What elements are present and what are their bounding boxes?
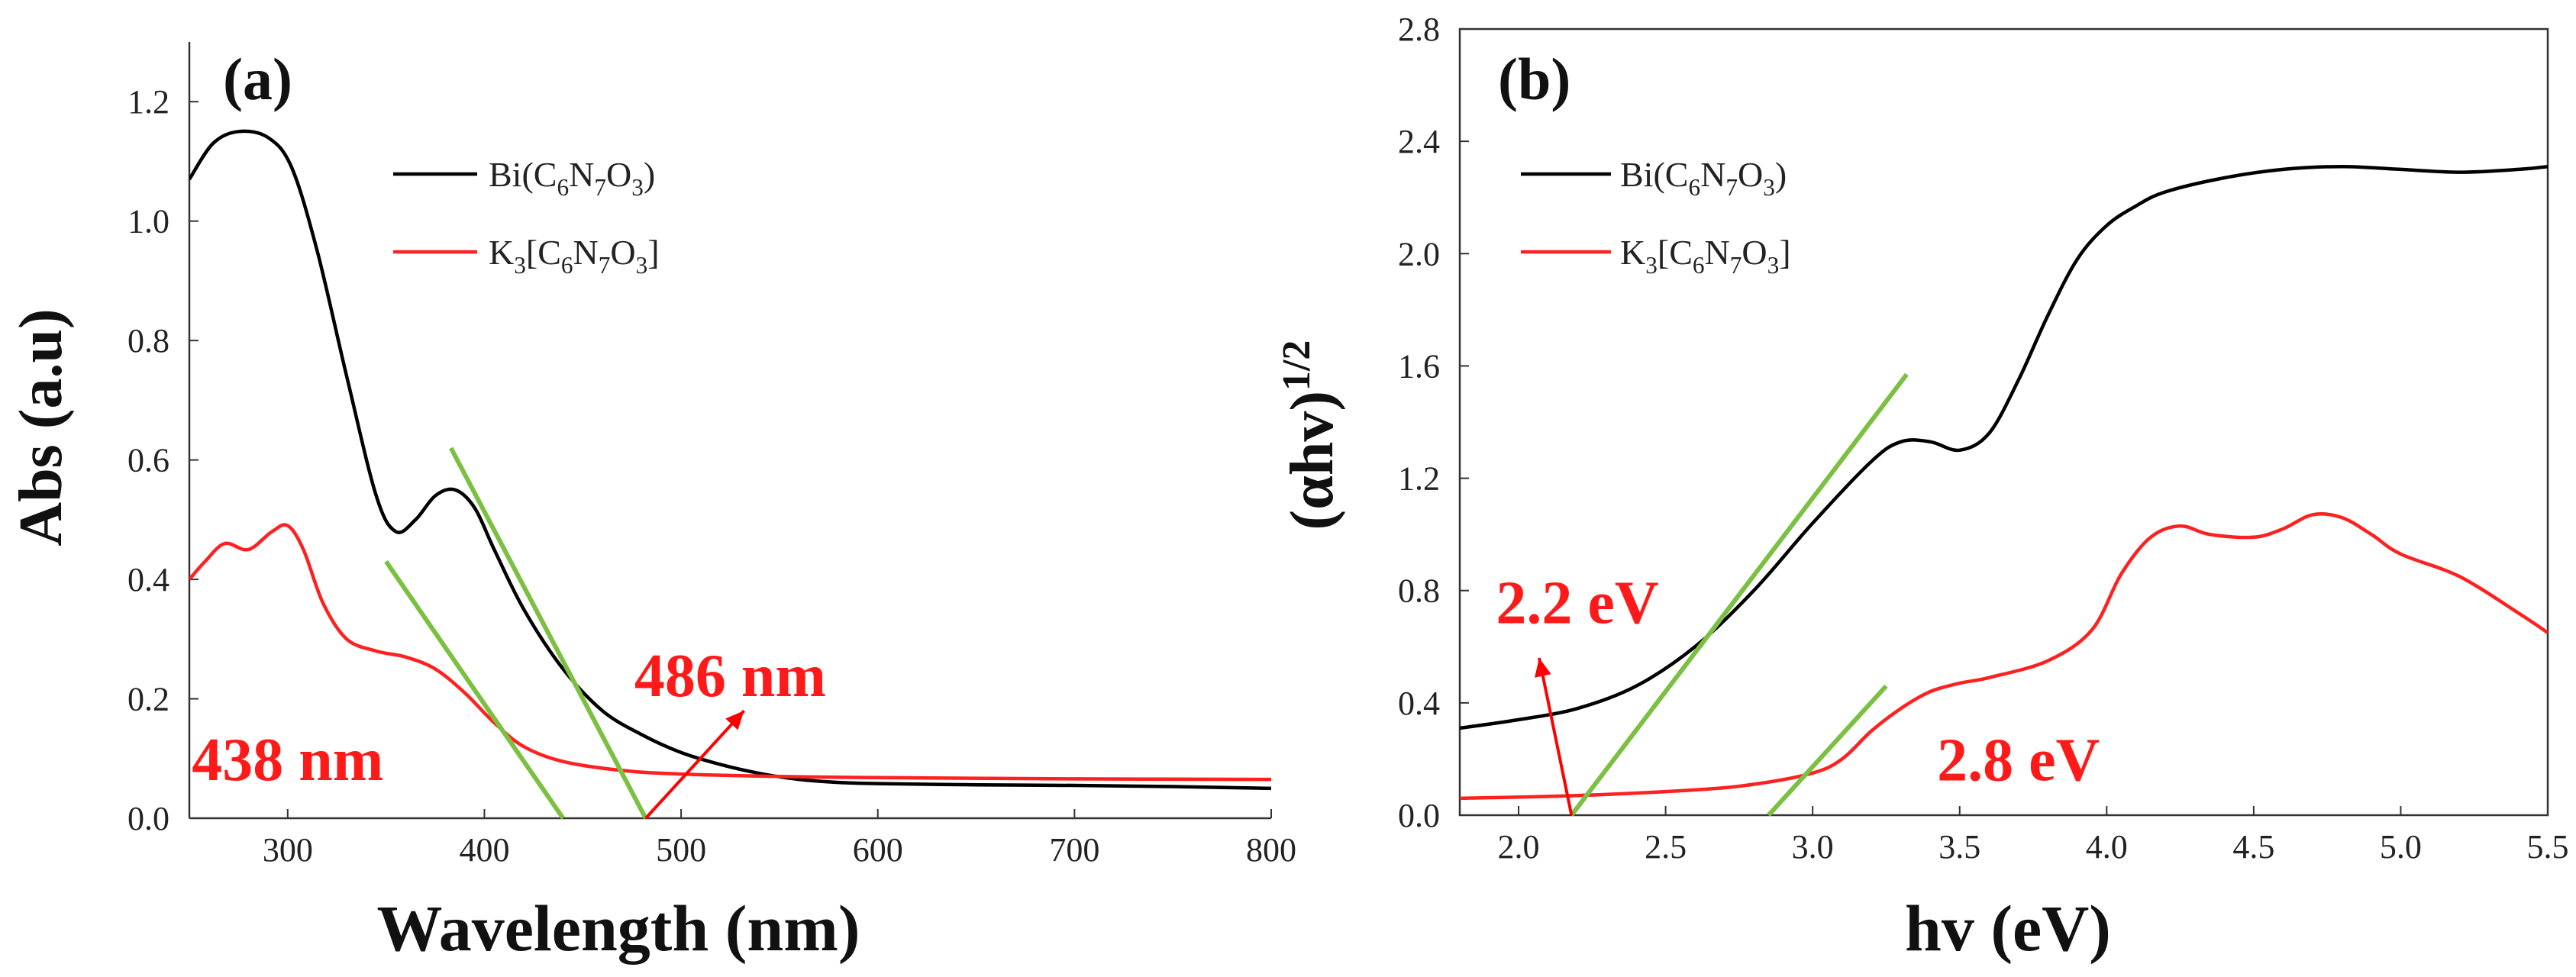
y-axis-title: Abs (a.u) <box>8 308 75 546</box>
y-tick-label: 0.8 <box>128 322 169 360</box>
x-tick-label: 3.0 <box>1792 828 1834 866</box>
x-tick-label: 5.5 <box>2527 828 2569 866</box>
y-tick-label: 0.4 <box>1398 685 1440 722</box>
y-tick-label: 2.0 <box>1398 235 1440 272</box>
legend-label: Bi(C6N7O3) <box>1620 155 1787 201</box>
y-tick-label: 2.8 <box>1398 11 1440 48</box>
panel-label: (a) <box>223 46 292 112</box>
series-line-bi <box>1460 164 2548 730</box>
x-tick-label: 2.5 <box>1645 828 1687 866</box>
y-tick-label: 0.4 <box>128 561 169 598</box>
x-tick-label: 4.0 <box>2086 828 2128 866</box>
series-line-k <box>1460 512 2548 801</box>
y-tick-label: 0.2 <box>128 681 169 718</box>
panel-a: 300 400 500 600 700 800 0.0 0.2 0.4 0.6 0.8 1.0 1.2 4… <box>8 42 1296 965</box>
x-tick-label: 400 <box>459 831 509 869</box>
x-axis-title: hv (eV) <box>1905 892 2111 965</box>
panel-label: (b) <box>1498 46 1570 112</box>
x-tick-label: 3.5 <box>1938 828 1980 866</box>
y-tick-label: 1.0 <box>128 203 169 240</box>
y-tick-label: 1.6 <box>1398 347 1440 385</box>
y-tick-label: 2.4 <box>1398 123 1440 160</box>
series-line-k <box>189 523 1271 782</box>
panel-b: 2.0 2.5 3.0 3.5 4.0 4.5 5.0 5.5 0.0 0.4 0.8 1.2 1.6 2… <box>1275 11 2569 965</box>
tangent-line <box>384 559 565 820</box>
legend-label: K3[C6N7O3] <box>1620 233 1791 279</box>
annotation-arrowhead <box>1535 658 1551 678</box>
annotation-label: 2.2 eV <box>1496 569 1658 637</box>
legend-label: K3[C6N7O3] <box>489 233 660 279</box>
y-tick-label: 1.2 <box>128 83 169 121</box>
annotation-label: 486 nm <box>634 643 826 710</box>
plot-frame <box>1458 27 2549 817</box>
y-tick-label: 0.6 <box>128 442 169 479</box>
series-line-bi <box>189 129 1271 791</box>
legend-label: Bi(C6N7O3) <box>489 155 655 201</box>
x-tick-label: 4.5 <box>2232 828 2274 866</box>
annotation-arrow <box>1538 657 1574 816</box>
x-tick-label: 300 <box>263 831 313 869</box>
y-tick-label: 1.2 <box>1398 460 1440 498</box>
x-axis-title: Wavelength (nm) <box>376 892 860 965</box>
x-tick-label: 2.0 <box>1498 828 1540 866</box>
tangent-line <box>1767 684 1888 817</box>
annotation-label: 2.8 eV <box>1937 727 2100 794</box>
y-tick-label: 0.0 <box>1398 797 1440 834</box>
x-tick-label: 5.0 <box>2380 828 2422 866</box>
y-tick-label: 0.0 <box>128 800 169 837</box>
y-tick-label: 0.8 <box>1398 572 1440 610</box>
annotation-label: 438 nm <box>192 727 383 794</box>
annotation-arrowhead <box>725 711 744 730</box>
tangent-line <box>449 447 648 820</box>
y-axis-title: (αhv)1/2 <box>1275 340 1346 530</box>
x-tick-label: 500 <box>656 831 706 869</box>
x-tick-label: 600 <box>853 831 903 869</box>
x-tick-label: 700 <box>1049 831 1099 869</box>
annotation-arrow <box>644 709 746 820</box>
tangent-line <box>1569 372 1909 817</box>
x-tick-label: 800 <box>1246 831 1296 869</box>
